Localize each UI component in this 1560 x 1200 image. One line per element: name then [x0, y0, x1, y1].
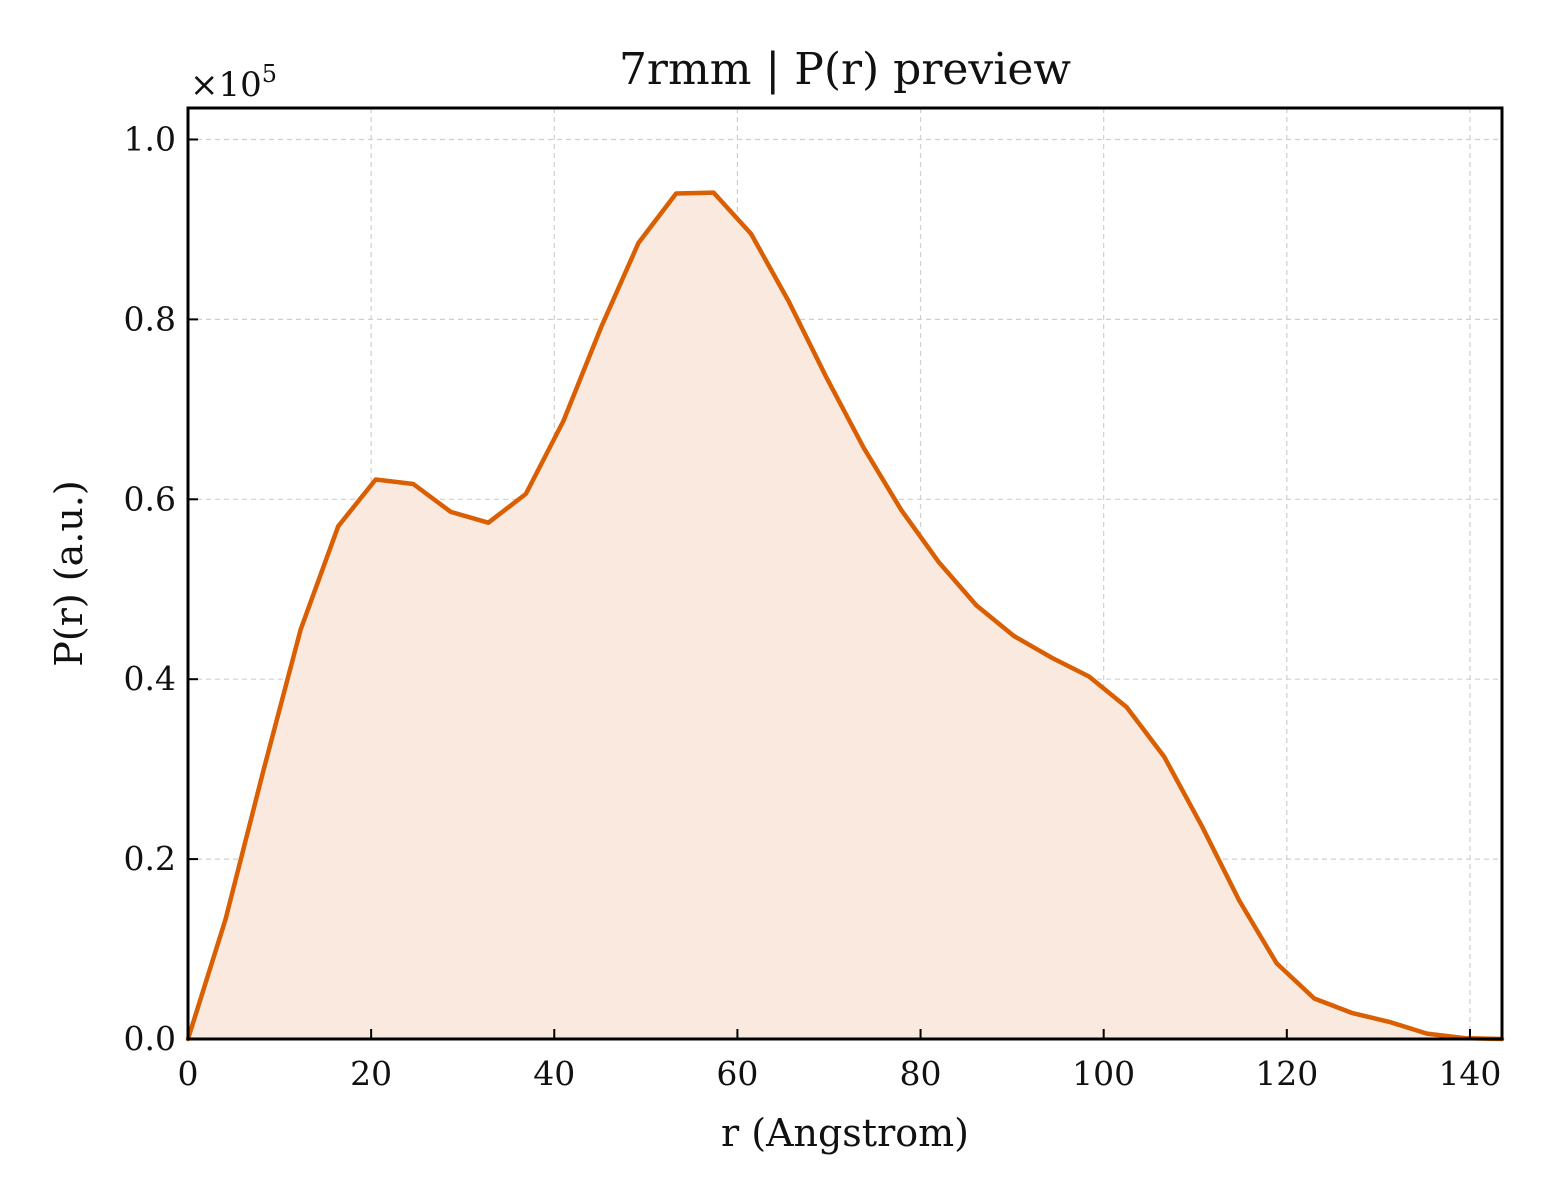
- x-tick-label: 140: [1438, 1054, 1501, 1093]
- y-multiplier-base: ×10: [190, 65, 262, 105]
- y-tick-label: 1.0: [124, 119, 176, 158]
- y-tick-label: 0.6: [124, 479, 176, 518]
- pr-series-line: [185, 190, 1505, 1042]
- y-axis-multiplier: ×105: [190, 60, 277, 105]
- x-tick-label: 20: [350, 1054, 392, 1093]
- y-multiplier-exponent: 5: [262, 60, 277, 88]
- x-tick-label: 100: [1072, 1054, 1135, 1093]
- axis-ticks: [187, 138, 1471, 1040]
- y-tick-label: 0.0: [124, 1019, 176, 1058]
- x-tick-label: 80: [900, 1054, 942, 1093]
- x-tick-label: 120: [1255, 1054, 1318, 1093]
- y-tick-label: 0.4: [124, 659, 176, 698]
- x-tick-label: 40: [533, 1054, 575, 1093]
- y-tick-label: 0.2: [124, 839, 176, 878]
- x-tick-label: 60: [716, 1054, 758, 1093]
- x-tick-label: 0: [178, 1054, 199, 1093]
- plot-frame: [186, 106, 1504, 1041]
- chart-title: 7rmm | P(r) preview: [619, 44, 1071, 95]
- y-tick-label: 0.8: [124, 299, 176, 338]
- y-axis-label: P(r) (a.u.): [47, 480, 91, 666]
- x-axis-label: r (Angstrom): [721, 1111, 969, 1155]
- pr-area-fill: [188, 192, 1502, 1040]
